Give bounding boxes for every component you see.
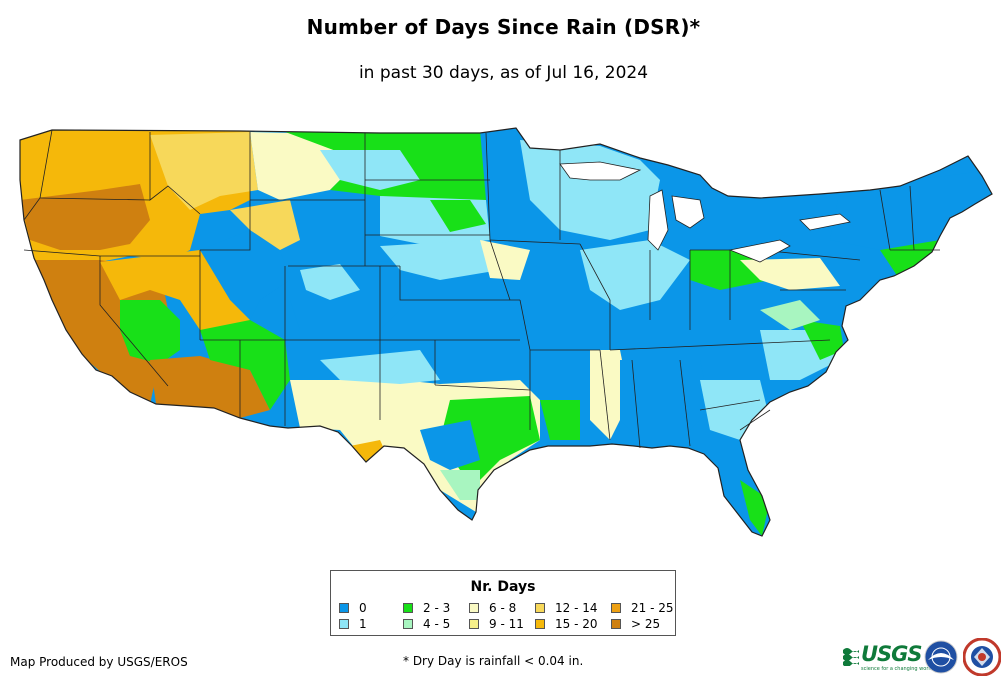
legend-label: 2 - 3: [423, 601, 451, 615]
legend-swatch: [469, 619, 479, 629]
legend-label: 15 - 20: [555, 617, 598, 631]
legend-item: 1: [339, 617, 367, 631]
legend-label: 4 - 5: [423, 617, 451, 631]
footnote-text: * Dry Day is rainfall < 0.04 in.: [403, 654, 584, 668]
legend-item: 9 - 11: [469, 617, 524, 631]
legend-label: 1: [359, 617, 367, 631]
legend-item: 12 - 14: [535, 601, 598, 615]
legend-label: 21 - 25: [631, 601, 674, 615]
credit-text: Map Produced by USGS/EROS: [10, 655, 188, 669]
legend-item: 6 - 8: [469, 601, 516, 615]
legend-title: Nr. Days: [470, 579, 536, 595]
usgs-logo: USGS science for a changing world: [843, 642, 933, 676]
map-subtitle: in past 30 days, as of Jul 16, 2024: [358, 63, 649, 83]
legend-label: 6 - 8: [489, 601, 517, 615]
legend-items: 0 1 2 - 3 4 - 5 6 - 8 9 - 11 12 - 14 15 - 20 21 …: [331, 571, 675, 635]
legend-label: 12 - 14: [555, 601, 598, 615]
legend-swatch: [535, 603, 545, 613]
legend-swatch: [611, 603, 621, 613]
us-dsr-map: [19, 127, 993, 537]
legend-item: 2 - 3: [403, 601, 450, 615]
nws-logo-icon: [963, 638, 1001, 676]
usgs-tagline: science for a changing world: [861, 666, 933, 672]
legend-swatch: [403, 619, 413, 629]
legend-swatch: [339, 619, 349, 629]
noaa-logo-icon: [924, 640, 958, 674]
legend-swatch: [535, 619, 545, 629]
legend-swatch: [403, 603, 413, 613]
legend-swatch: [339, 603, 349, 613]
legend-label: > 25: [631, 617, 661, 631]
legend-item: 4 - 5: [403, 617, 450, 631]
legend-item: 15 - 20: [535, 617, 598, 631]
legend-swatch: [611, 619, 621, 629]
legend-swatch: [469, 603, 479, 613]
map-title: Number of Days Since Rain (DSR)*: [306, 15, 701, 39]
legend-item: 21 - 25: [611, 601, 674, 615]
legend: Nr. Days 0 1 2 - 3 4 - 5 6 - 8 9 - 11 12 - 14 1…: [330, 570, 676, 636]
legend-label: 0: [359, 601, 367, 615]
legend-label: 9 - 11: [489, 617, 524, 631]
legend-item: 0: [339, 601, 367, 615]
usgs-wave-icon: [843, 648, 859, 666]
usgs-wordmark: USGS: [861, 642, 923, 666]
legend-item: > 25: [611, 617, 660, 631]
